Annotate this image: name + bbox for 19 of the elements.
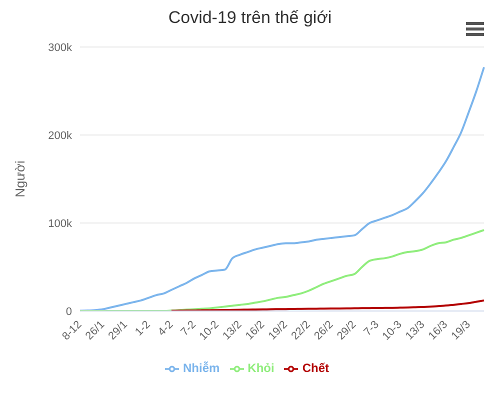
legend-label: Nhiễm [182,361,220,375]
legend-label: Khỏi [248,361,274,375]
line-series [79,66,485,311]
chart-title: Covid-19 trên thế giới [167,8,333,28]
y-axis-title: Người [12,160,28,198]
x-tick-label: 13/3 [404,318,428,342]
y-tick-label: 200k [48,130,72,142]
x-tick-label: 7-2 [178,318,199,338]
y-tick-label: 300k [48,42,72,54]
x-tick-label: 7-3 [362,318,382,338]
x-tick-label: 26/1 [83,318,108,342]
line-series [170,299,485,311]
y-tick-label: 0 [66,306,72,318]
x-tick-label: 4-2 [156,318,176,338]
x-tick-label: 1-2 [133,318,153,338]
line-series [79,229,485,311]
y-tick-label: 100k [48,218,72,230]
legend-label: Chết [302,361,330,375]
x-tick-label: 29/1 [106,318,130,342]
